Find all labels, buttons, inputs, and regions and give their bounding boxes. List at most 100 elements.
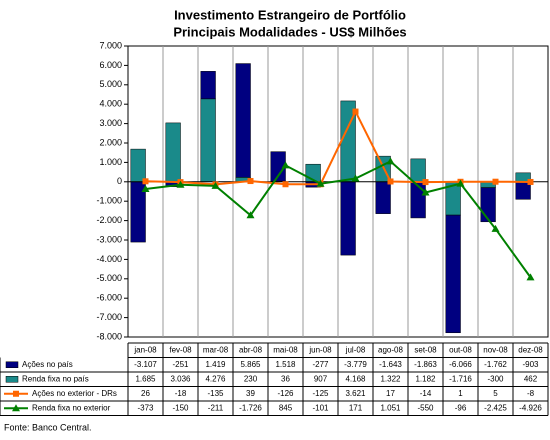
marker: [421, 188, 430, 196]
data-label: -4.926: [519, 403, 542, 412]
data-label: 1: [458, 389, 463, 398]
marker: [492, 178, 499, 185]
chart-subtitle: Principais Modalidades - US$ Milhões: [173, 24, 406, 39]
legend-swatch: [5, 361, 19, 368]
marker: [246, 211, 255, 219]
data-label: 230: [244, 374, 258, 383]
y-tick-label: -1.000: [96, 196, 122, 206]
marker: [386, 157, 395, 165]
data-label: -135: [207, 389, 224, 398]
data-label: 1.051: [380, 403, 401, 412]
data-label: 1.685: [135, 374, 156, 383]
legend-label: Ações no exterior - DRs: [32, 389, 117, 398]
marker: [142, 178, 149, 185]
x-tick-label: mai-08: [273, 345, 298, 354]
marker: [456, 179, 465, 187]
legend-swatch: [5, 376, 19, 383]
data-label: 39: [246, 389, 255, 398]
data-label: -1.716: [449, 374, 472, 383]
data-label: -277: [312, 360, 329, 369]
y-tick-label: -4.000: [96, 254, 122, 264]
line: [145, 160, 532, 278]
data-label: 171: [349, 403, 363, 412]
data-label: 4.168: [345, 374, 366, 383]
data-label: -6.066: [449, 360, 472, 369]
legend-label: Renda fixa no país: [22, 374, 89, 383]
data-label: -18: [175, 389, 187, 398]
data-label: 3.036: [170, 374, 191, 383]
data-label: 1.419: [205, 360, 226, 369]
x-tick-label: jun-08: [308, 345, 332, 354]
data-label: 1.518: [275, 360, 296, 369]
bar: [200, 71, 216, 100]
data-label: -300: [487, 374, 504, 383]
y-tick-label: 2.000: [99, 137, 122, 147]
bar: [480, 187, 496, 223]
x-tick-label: nov-08: [483, 345, 508, 354]
bar: [200, 98, 216, 183]
data-label: -3.779: [344, 360, 367, 369]
y-tick-label: 7.000: [99, 40, 122, 50]
bar: [165, 122, 181, 183]
marker: [211, 181, 220, 189]
data-label: -101: [312, 403, 329, 412]
line: [145, 109, 531, 186]
x-tick-label: ago-08: [378, 345, 403, 354]
y-tick-label: -2.000: [96, 215, 122, 225]
data-label: -1.863: [414, 360, 437, 369]
y-tick-label: -3.000: [96, 234, 122, 244]
marker: [387, 178, 394, 185]
data-label: 26: [141, 389, 150, 398]
y-tick-label: 4.000: [99, 99, 122, 109]
data-label: 845: [279, 403, 293, 412]
y-tick-label: 3.000: [99, 118, 122, 128]
data-label: 17: [386, 389, 395, 398]
bar: [340, 181, 356, 256]
x-tick-label: set-08: [414, 345, 437, 354]
data-label: -251: [172, 360, 189, 369]
data-label: -126: [277, 389, 294, 398]
data-label: 36: [281, 374, 290, 383]
data-label: -8: [527, 389, 535, 398]
y-tick-label: -7.000: [96, 312, 122, 322]
data-label: -3.107: [134, 360, 157, 369]
x-tick-label: jan-08: [133, 345, 157, 354]
data-label: 5: [493, 389, 498, 398]
legend-marker: [13, 390, 19, 397]
marker: [282, 181, 289, 188]
marker: [526, 273, 535, 281]
data-label: -1.726: [239, 403, 262, 412]
bar: [130, 148, 146, 183]
y-tick-label: -5.000: [96, 273, 122, 283]
source-note: Fonte: Banco Central.: [4, 422, 92, 432]
marker: [491, 224, 500, 232]
bar: [375, 181, 391, 214]
legend-marker: [12, 404, 20, 412]
y-tick-label: 5.000: [99, 79, 122, 89]
data-label: 4.276: [205, 374, 226, 383]
data-label: -2.425: [484, 403, 507, 412]
y-tick-label: -6.000: [96, 293, 122, 303]
marker: [316, 179, 325, 187]
data-label: -550: [417, 403, 434, 412]
data-label: -211: [208, 403, 224, 412]
marker: [351, 174, 360, 182]
data-label: -373: [137, 403, 154, 412]
y-tick-label: 0: [117, 176, 122, 186]
data-label: 1.182: [415, 374, 436, 383]
x-tick-label: abr-08: [239, 345, 263, 354]
data-label: -150: [172, 403, 189, 412]
y-tick-label: 6.000: [99, 60, 122, 70]
data-label: 5.865: [240, 360, 261, 369]
legend-label: Renda fixa no exterior: [32, 403, 111, 412]
data-label: -125: [312, 389, 329, 398]
x-tick-label: jul-08: [345, 345, 366, 354]
marker: [352, 108, 359, 115]
marker: [176, 180, 185, 188]
data-label: -96: [455, 403, 467, 412]
data-label: 3.621: [345, 389, 366, 398]
x-tick-label: dez-08: [518, 345, 543, 354]
bar: [235, 63, 251, 178]
data-label: -1.643: [379, 360, 402, 369]
